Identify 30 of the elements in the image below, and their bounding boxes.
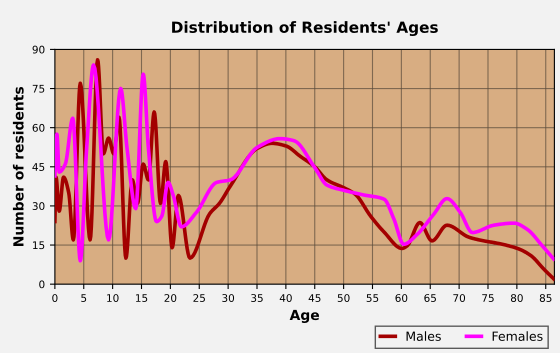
x-tick-label: 30 [222,294,234,302]
x-tick-label: 40 [280,294,292,302]
x-tick-label: 35 [251,294,263,302]
x-tick-label: 20 [164,294,176,302]
x-tick-label: 75 [482,294,494,302]
x-tick-label: 70 [453,294,466,302]
x-tick-label: 25 [193,294,205,302]
x-tick-label: 10 [107,294,119,302]
y-tick-label: 60 [32,124,44,132]
legend-label: Females [492,331,543,341]
x-tick-label: 50 [338,294,350,302]
chart-title: Distribution of Residents' Ages [172,21,438,36]
x-tick-label: 85 [540,294,552,302]
x-tick-label: 45 [308,294,320,302]
x-axis-title: Age [290,310,320,323]
x-tick-label: 0 [52,294,58,302]
y-axis-title: Number of residents [12,87,24,246]
x-tick-label: 80 [510,294,523,302]
y-tick-label: 30 [32,202,44,210]
y-tick-label: 0 [39,280,44,288]
legend-label: Males [406,331,441,341]
x-tick-label: 65 [424,294,436,302]
x-tick-label: 55 [366,294,378,302]
y-tick-label: 75 [32,84,44,93]
y-tick-label: 15 [33,241,44,250]
x-tick-label: 60 [395,294,408,302]
x-tick-label: 5 [81,294,86,302]
y-tick-label: 45 [32,163,44,171]
x-tick-label: 15 [136,294,148,302]
y-tick-label: 90 [32,46,44,54]
